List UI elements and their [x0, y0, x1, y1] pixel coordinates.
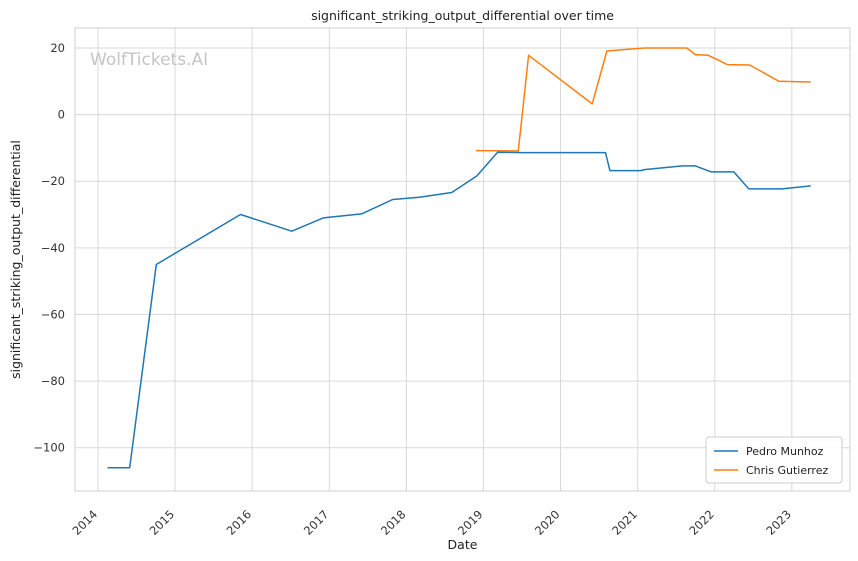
y-tick-label: −20: [41, 174, 65, 188]
y-axis-title: significant_striking_output_differential: [8, 140, 23, 379]
y-tick-label: −40: [41, 241, 65, 255]
legend-box: [705, 436, 843, 484]
x-tick-label: 2015: [147, 507, 178, 538]
x-tick-label: 2020: [532, 507, 563, 538]
series-line-pedro-munhoz: [107, 151, 811, 469]
plot-area-frame: [74, 27, 851, 492]
y-tick-label: −100: [33, 441, 65, 455]
y-axis-ticks: 20 0 −20 −40 −60 −80 −100: [33, 41, 65, 455]
x-tick-label: 2022: [686, 507, 717, 538]
legend-label: Pedro Munhoz: [746, 445, 824, 458]
watermark-text: WolfTickets.AI: [90, 50, 208, 70]
x-tick-label: 2017: [301, 507, 332, 538]
series-layer: [107, 47, 811, 469]
x-tick-label: 2019: [455, 507, 486, 538]
x-tick-label: 2023: [763, 507, 794, 538]
x-tick-label: 2018: [378, 507, 409, 538]
x-tick-label: 2014: [70, 507, 101, 538]
y-tick-label: 0: [58, 108, 65, 122]
grid-layer: [75, 28, 850, 491]
x-tick-label: 2016: [224, 507, 255, 538]
x-tick-label: 2021: [609, 507, 640, 538]
legend-label: Chris Gutierrez: [746, 464, 828, 477]
x-axis-ticks: 2014 2015 2016 2017 2018 2019 2020 2021 2022 2023: [70, 507, 794, 538]
y-tick-label: −60: [41, 307, 65, 321]
series-line-chris-gutierrez: [476, 47, 811, 152]
y-tick-label: 20: [50, 41, 65, 55]
y-tick-label: −80: [41, 374, 65, 388]
chart-title: significant_striking_output_differential…: [311, 8, 614, 23]
legend: Pedro Munhoz Chris Gutierrez: [705, 436, 843, 484]
x-axis-title: Date: [448, 537, 478, 552]
